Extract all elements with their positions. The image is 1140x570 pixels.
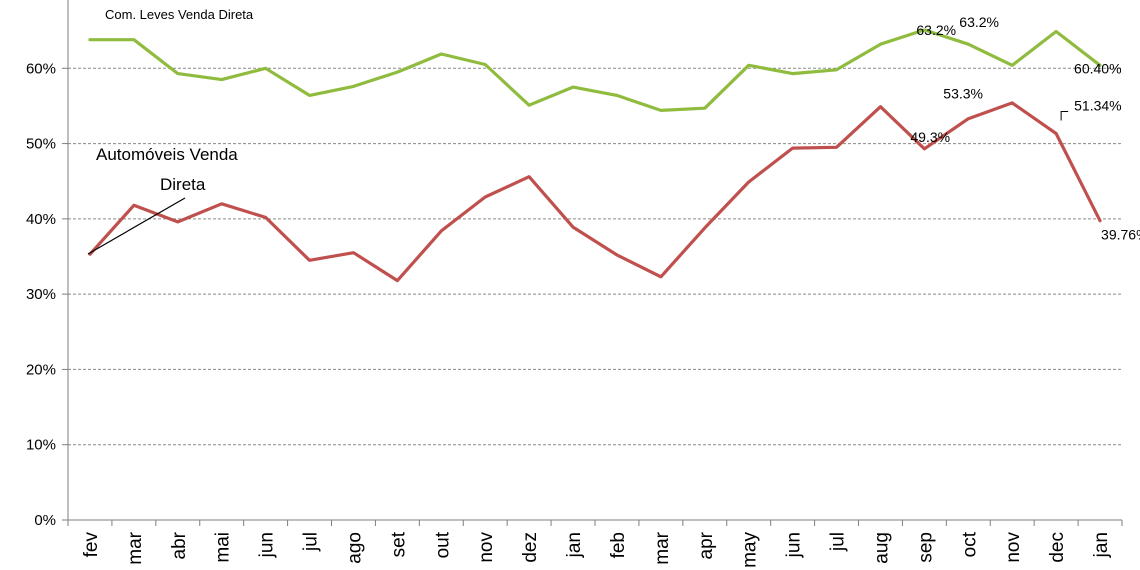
y-tick-label: 40%: [26, 211, 56, 228]
series-labels: Com. Leves Venda Direta Automóveis Venda…: [87, 7, 254, 255]
x-tick-label: abr: [169, 531, 190, 559]
series-label-com-leves: Com. Leves Venda Direta: [105, 7, 254, 22]
data-label: 63.2%: [959, 14, 999, 30]
data-labels: 64.89%63.2%63.2%60.40%53.3%51.34%49.3%39…: [910, 14, 1140, 243]
x-tick-label: set: [388, 531, 409, 557]
x-tick-label: mai: [213, 532, 234, 563]
x-tick-label: jul: [828, 532, 849, 552]
x-tick-label: ago: [344, 532, 365, 564]
data-label: 60.40%: [1074, 60, 1121, 76]
x-tick-label: jan: [564, 532, 585, 558]
series-label-automoveis-line2: Direta: [160, 175, 206, 194]
x-axis-ticks: fev mar abr mai jun jul ago set out nov dez jan feb m…: [67, 520, 1123, 568]
y-tick-label: 50%: [26, 136, 56, 153]
x-tick-label: aug: [871, 532, 892, 564]
x-tick-label: apr: [696, 531, 717, 559]
x-tick-label: jan: [1091, 532, 1112, 558]
x-tick-label: dec: [1047, 532, 1068, 563]
x-tick-label: jun: [784, 532, 805, 558]
series-line-automoveis: [88, 101, 1102, 283]
y-axis-ticks: 0% 10% 20% 30% 40% 50% 60%: [26, 60, 68, 529]
x-tick-label: oct: [959, 531, 980, 557]
x-tick-label: jun: [257, 532, 278, 558]
y-tick-label: 60%: [26, 60, 56, 77]
x-tick-label: dez: [520, 532, 541, 563]
data-label-leader: [1060, 110, 1069, 121]
x-tick-label: feb: [608, 532, 629, 558]
y-tick-label: 10%: [26, 437, 56, 454]
y-tick-label: 0%: [34, 512, 56, 529]
x-tick-label: fev: [81, 532, 102, 558]
x-tick-label: jul: [301, 532, 322, 552]
data-label: 39.76%: [1101, 227, 1140, 243]
x-tick-label: out: [432, 531, 453, 558]
x-tick-label: mar: [125, 531, 146, 564]
series-label-leader-line: [87, 197, 186, 255]
gridlines: [68, 67, 1122, 446]
series-line-com-leves: [88, 28, 1102, 113]
x-tick-label: mar: [652, 531, 673, 564]
series-lines: [88, 28, 1102, 283]
data-label: 53.3%: [943, 86, 983, 102]
x-tick-label: may: [740, 532, 761, 568]
x-tick-label: nov: [476, 532, 497, 563]
data-label: 49.3%: [910, 129, 950, 145]
x-tick-label: nov: [1003, 532, 1024, 563]
data-label: 63.2%: [916, 22, 956, 38]
data-label: 51.34%: [1074, 97, 1121, 113]
y-tick-label: 30%: [26, 286, 56, 303]
x-tick-label: sep: [915, 532, 936, 563]
series-label-automoveis-line1: Automóveis Venda: [96, 145, 238, 164]
y-tick-label: 20%: [26, 361, 56, 378]
